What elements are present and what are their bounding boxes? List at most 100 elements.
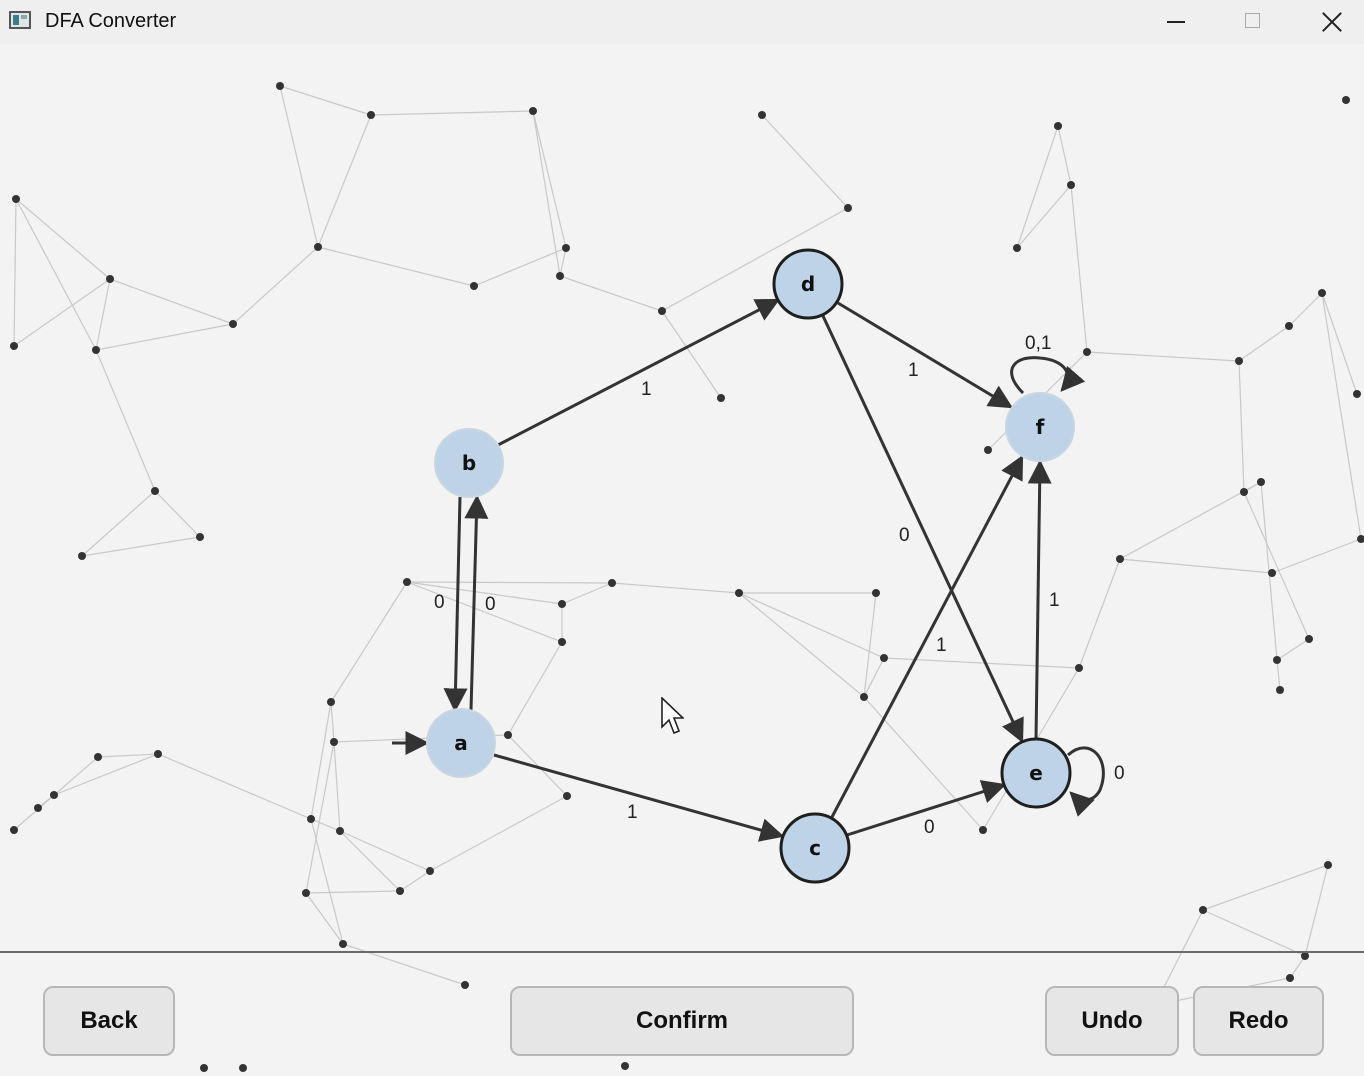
- background-network-line: [1276, 638, 1310, 661]
- background-network-line: [738, 592, 885, 659]
- state-a-label: a: [454, 731, 468, 755]
- background-network-dot: [979, 826, 987, 834]
- background-network-dot: [621, 1062, 629, 1070]
- maximize-icon: [1245, 13, 1260, 28]
- background-network-dot: [403, 578, 411, 586]
- background-network-line: [279, 85, 372, 116]
- background-network-dot: [1357, 535, 1364, 543]
- maximize-button[interactable]: [1214, 0, 1290, 44]
- back-button[interactable]: Back: [43, 986, 175, 1056]
- background-network-line: [611, 582, 740, 594]
- background-network-dot: [758, 111, 766, 119]
- background-network-line: [279, 85, 319, 248]
- background-network-dot: [92, 346, 100, 354]
- background-network-line: [532, 110, 567, 249]
- transition-e-f[interactable]: [1027, 459, 1052, 740]
- background-network-line: [1202, 864, 1329, 911]
- confirm-button[interactable]: Confirm: [510, 986, 854, 1056]
- transition-d-f[interactable]: [837, 301, 1014, 409]
- transition-a-c[interactable]: [493, 753, 785, 842]
- background-network-line: [310, 701, 332, 820]
- background-network-dot: [461, 981, 469, 989]
- background-network-dot: [302, 889, 310, 897]
- background-network-dot: [1268, 569, 1276, 577]
- label-b-d: 1: [641, 379, 652, 400]
- redo-button[interactable]: Redo: [1193, 986, 1324, 1056]
- background-network-line: [154, 490, 201, 538]
- background-network-dot: [860, 693, 868, 701]
- background-network-dot: [314, 243, 322, 251]
- background-network-line: [333, 741, 341, 832]
- background-network-dot: [1286, 974, 1294, 982]
- background-network-dot: [558, 600, 566, 608]
- transition-labels: 0 0 1 1 1 0 1 0 1 0,1 0: [434, 333, 1125, 838]
- background-network-dot: [556, 272, 564, 280]
- background-network-dot: [1305, 635, 1313, 643]
- undo-button[interactable]: Undo: [1045, 986, 1179, 1056]
- background-network-dot: [1285, 322, 1293, 330]
- transition-d-e[interactable]: [821, 315, 1024, 744]
- background-network-line: [305, 890, 401, 894]
- background-network-dot: [327, 698, 335, 706]
- background-network-dot: [844, 204, 852, 212]
- app-window-icon: [9, 11, 31, 29]
- background-network-line: [342, 943, 466, 986]
- transitions-layer: [392, 298, 1105, 842]
- state-a[interactable]: a: [426, 708, 496, 778]
- state-f[interactable]: f: [1005, 392, 1075, 462]
- state-e-label: e: [1029, 761, 1043, 785]
- background-network-line: [559, 275, 663, 312]
- state-d[interactable]: d: [772, 248, 844, 320]
- window-title: DFA Converter: [45, 10, 177, 32]
- background-network-line: [661, 310, 722, 399]
- background-network-dot: [336, 827, 344, 835]
- states-layer: b a d c f e: [426, 248, 1075, 884]
- background-network-line: [1238, 325, 1290, 362]
- background-network-dot: [658, 307, 666, 315]
- background-network-dot: [151, 487, 159, 495]
- background-network-dot: [229, 320, 237, 328]
- background-network-dot: [106, 275, 114, 283]
- background-network-line: [370, 110, 534, 116]
- background-network-line: [13, 278, 111, 347]
- background-network-line: [81, 490, 156, 557]
- title-bar[interactable]: DFA Converter: [0, 0, 1364, 44]
- background-network-dot: [34, 804, 42, 812]
- state-e[interactable]: e: [1000, 737, 1072, 809]
- background-network-dot: [1075, 664, 1083, 672]
- background-network-dot: [1083, 348, 1091, 356]
- label-b-a: 0: [434, 592, 445, 613]
- mouse-pointer-icon: [661, 697, 684, 735]
- background-network-dot: [200, 1064, 208, 1072]
- background-network-dot: [339, 940, 347, 948]
- state-b-label: b: [462, 451, 476, 475]
- background-network-dot: [396, 887, 404, 895]
- background-network-line: [317, 114, 372, 248]
- background-network-line: [97, 753, 159, 758]
- background-network-dot: [239, 1064, 247, 1072]
- background-network-dot: [529, 107, 537, 115]
- transition-c-f[interactable]: [830, 454, 1024, 818]
- label-d-f: 1: [908, 360, 919, 381]
- state-c[interactable]: c: [779, 812, 851, 884]
- transition-c-e[interactable]: [846, 780, 1007, 837]
- background-network-dot: [276, 82, 284, 90]
- label-a-b: 0: [485, 594, 496, 615]
- background-network-line: [317, 246, 475, 287]
- background-network-line: [863, 592, 877, 698]
- transition-b-a[interactable]: [443, 496, 468, 713]
- minimize-button[interactable]: [1138, 0, 1214, 44]
- background-network-dot: [558, 638, 566, 646]
- transition-e-e-loop[interactable]: [1066, 746, 1105, 817]
- state-b[interactable]: b: [434, 428, 504, 498]
- background-network-line: [339, 830, 401, 892]
- background-network-line: [532, 110, 561, 277]
- background-network-dot: [562, 244, 570, 252]
- transition-f-f-loop[interactable]: [1010, 356, 1086, 395]
- transition-a-b[interactable]: [464, 494, 489, 711]
- background-network-dot: [1240, 488, 1248, 496]
- transition-b-d[interactable]: [497, 298, 781, 447]
- background-network-dot: [50, 791, 58, 799]
- background-network-line: [473, 247, 567, 287]
